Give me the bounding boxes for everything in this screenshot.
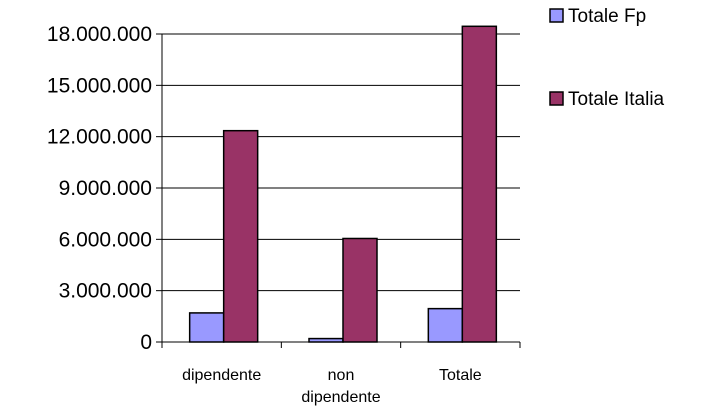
y-tick-label: 12.000.000 xyxy=(47,126,152,149)
x-category-label: dipendente xyxy=(182,367,261,384)
axes xyxy=(156,33,521,348)
legend-label: Totale Italia xyxy=(568,89,665,110)
y-tick-label: 3.000.000 xyxy=(59,280,152,303)
bar-totale-italia-1 xyxy=(342,237,378,343)
gridlines xyxy=(162,33,520,292)
y-tick-label: 18.000.000 xyxy=(47,23,152,46)
x-category-label: Totale xyxy=(439,367,482,384)
legend-swatch xyxy=(549,8,564,23)
bars xyxy=(188,25,498,343)
y-tick-labels: 0 3.000.000 6.000.000 9.000.000 12.000.000 15… xyxy=(47,23,152,354)
bar-totale-italia-0 xyxy=(222,129,259,343)
bar-totale-fp-2 xyxy=(427,307,464,343)
bar-totale-fp-0 xyxy=(188,312,225,343)
legend: Totale Fp Totale Italia xyxy=(549,6,665,110)
x-category-labels: dipendente non dipendente Totale xyxy=(182,367,482,406)
bar-totale-italia-2 xyxy=(461,25,498,343)
y-tick-label: 0 xyxy=(140,331,152,354)
bar-totale-fp-1 xyxy=(308,337,344,343)
legend-swatch xyxy=(549,91,564,106)
y-tick-label: 6.000.000 xyxy=(59,228,152,251)
y-tick-label: 9.000.000 xyxy=(59,177,152,200)
y-tick-label: 15.000.000 xyxy=(47,74,152,97)
x-category-label: non dipendente xyxy=(301,367,380,406)
legend-label: Totale Fp xyxy=(568,6,646,27)
